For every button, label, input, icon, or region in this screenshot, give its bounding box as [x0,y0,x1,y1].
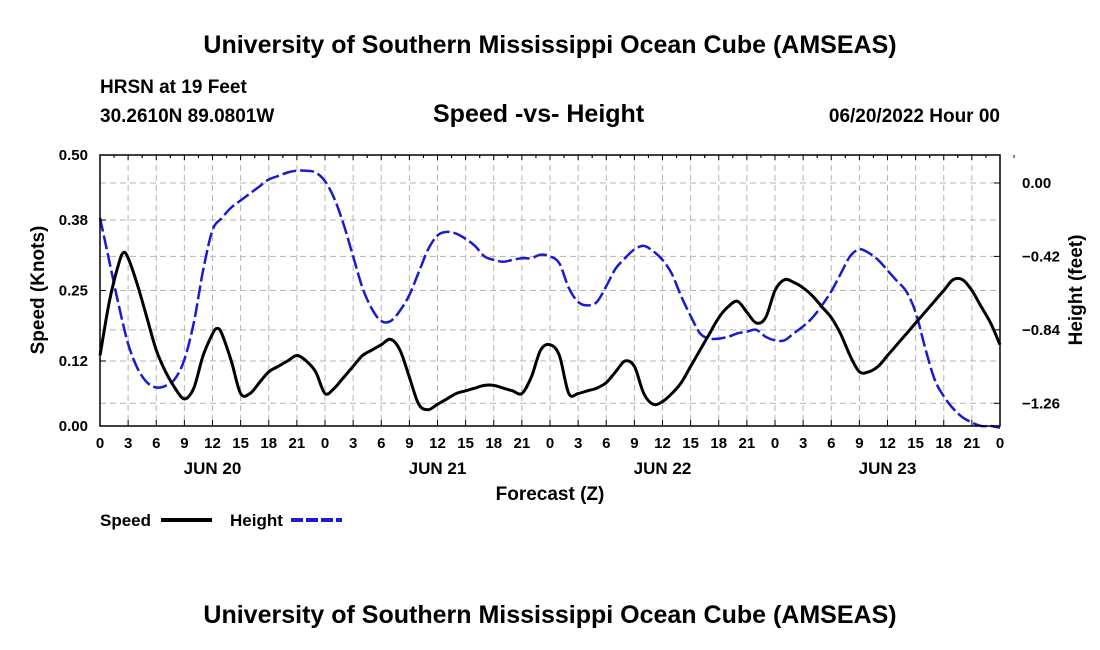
y-tick-label: 0.00 [59,418,88,435]
x-tick-label: 9 [855,435,863,452]
speed-height-chart: 0 3 6 9 12 15 18 21 0 3 6 9 12 15 18 21 0 3 6 9 12 15 18 21 0 3 6 9… [28,147,1087,530]
speed-series-line [98,250,1002,412]
x-tick-label: 15 [457,435,474,452]
y-tick-label: 0.12 [59,353,88,370]
x-tick-label: 3 [574,435,582,452]
y-tick-label: 0.38 [59,212,88,229]
x-tick-label: 12 [879,435,896,452]
x-tick-label: 6 [827,435,835,452]
x-tick-label: 12 [204,435,221,452]
x-axis-title: Forecast (Z) [496,484,605,505]
y-axis-title: Speed (Knots) [28,226,49,355]
x-tick-label: 9 [180,435,188,452]
x-tick-label: 9 [405,435,413,452]
forecast-datetime: 06/20/2022 Hour 00 [828,106,1000,127]
grid-lines [100,155,1000,426]
height-series-line [98,169,1001,429]
x-tick-label: 15 [232,435,249,452]
x-tick-label: 0 [546,435,554,452]
axis-ticks: 0 3 6 9 12 15 18 21 0 3 6 9 12 15 18 21 0 3 6 9 12 15 18 21 0 3 6 9… [59,147,1061,478]
y-tick-label: 0.25 [59,283,88,300]
x-tick-label: 21 [964,435,981,452]
y2-axis-title: Height (feet) [1066,235,1087,346]
series-lines [98,169,1002,429]
x-tick-label: 9 [630,435,638,452]
page-title-top: University of Southern Mississippi Ocean… [203,31,897,59]
x-tick-label: 18 [260,435,277,452]
x-tick-label: 0 [996,435,1004,452]
y2-tick-label: 0.00 [1022,175,1051,192]
legend-height-label: Height [230,511,283,530]
x-tick-label: 18 [485,435,502,452]
x-tick-label: 12 [654,435,671,452]
x-tick-label: 21 [289,435,306,452]
x-tick-label: 0 [771,435,779,452]
x-tick-label: 6 [152,435,160,452]
x-tick-label: 3 [124,435,132,452]
y2-tick-label: −0.84 [1022,322,1061,339]
x-tick-label: 15 [682,435,699,452]
legend: Speed Height [100,511,342,530]
x-tick-label: 21 [739,435,756,452]
page-title-bottom: University of Southern Mississippi Ocean… [203,601,897,629]
y2-tick-label: −1.26 [1022,395,1060,412]
day-label: JUN 21 [409,459,467,478]
chart-subtitle: Speed -vs- Height [433,100,645,128]
legend-speed-label: Speed [100,511,151,530]
x-tick-label: 0 [96,435,104,452]
day-label: JUN 23 [859,459,917,478]
y2-tick-label: −0.42 [1022,248,1060,265]
x-tick-label: 6 [377,435,385,452]
x-tick-label: 3 [799,435,807,452]
x-tick-label: 12 [429,435,446,452]
y-tick-label: 0.50 [59,147,88,164]
day-label: JUN 22 [634,459,692,478]
x-tick-label: 18 [710,435,727,452]
coordinates-label: 30.2610N 89.0801W [100,106,275,127]
x-tick-label: 18 [935,435,952,452]
x-tick-label: 3 [349,435,357,452]
x-tick-label: 6 [602,435,610,452]
x-tick-label: 0 [321,435,329,452]
station-label: HRSN at 19 Feet [100,77,247,98]
x-tick-label: 15 [907,435,924,452]
day-label: JUN 20 [184,459,242,478]
x-tick-label: 21 [514,435,531,452]
